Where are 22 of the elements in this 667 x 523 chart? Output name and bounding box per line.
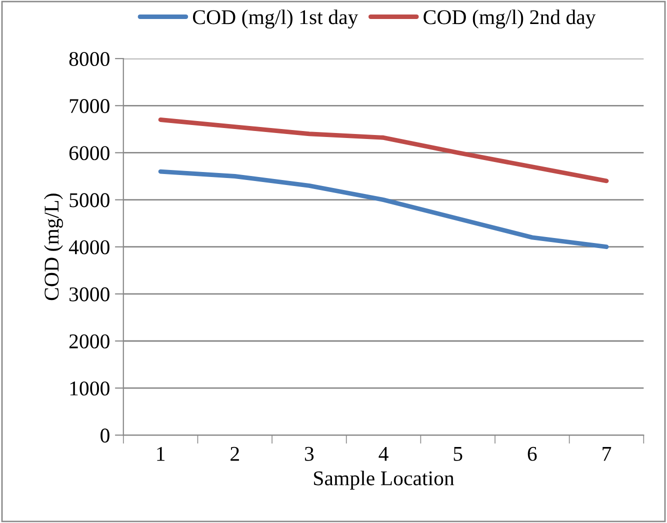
y-tick-label: 7000: [70, 99, 110, 114]
y-tick-label: 1000: [70, 381, 110, 396]
y-tick-label: 2000: [69, 334, 110, 348]
legend-label: COD (mg/l) 1st day: [192, 10, 358, 29]
x-tick-label: 2: [230, 446, 239, 461]
y-tick-label: 8000: [69, 52, 110, 66]
x-axis-title: Sample Location: [314, 470, 454, 490]
y-axis-title: COD (mg/L): [44, 194, 63, 300]
x-tick-label: 6: [528, 446, 537, 461]
y-tick-label: 3000: [70, 287, 110, 302]
legend-label: COD (mg/l) 2nd day: [424, 10, 596, 29]
x-tick-label: 1: [157, 446, 165, 461]
line-series: [158, 118, 609, 184]
y-tick-label: 4000: [68, 240, 110, 254]
y-tick-label: 0: [100, 428, 110, 443]
line-series: [158, 169, 609, 250]
x-tick-label: 3: [304, 446, 314, 461]
x-tick-label: 7: [602, 447, 612, 461]
y-tick-label: 5000: [70, 193, 110, 208]
x-tick-label: 4: [378, 446, 388, 461]
x-tick-label: 5: [454, 447, 462, 461]
y-tick-label: 6000: [69, 146, 110, 160]
